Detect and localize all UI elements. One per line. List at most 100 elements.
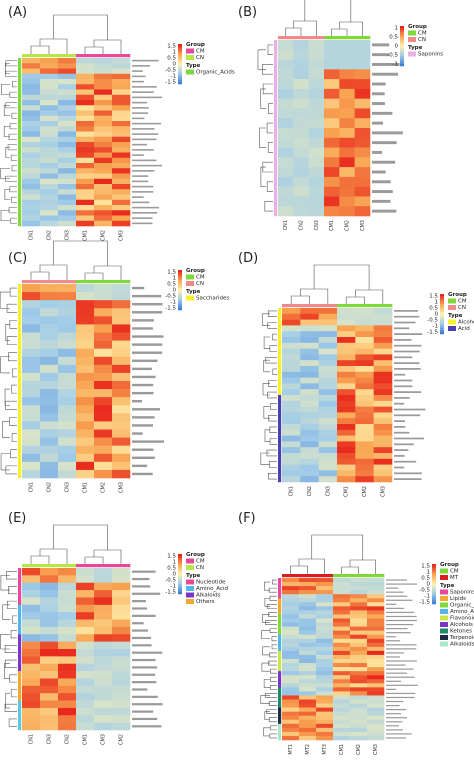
heatmap-cell (282, 654, 300, 660)
type-annotation-cell (278, 646, 282, 652)
colorbar-step (178, 592, 182, 595)
colorbar-tick-label: -0.5 (387, 53, 398, 59)
heatmap-cell (373, 464, 393, 471)
heatmap-cell (58, 707, 77, 716)
heatmap-cell (373, 383, 393, 390)
type-annotation-cell (18, 685, 22, 694)
heatmap-cell (94, 194, 113, 201)
heatmap-cell (316, 703, 334, 708)
heatmap-cell (324, 137, 340, 148)
colorbar-step (400, 36, 404, 39)
dendrogram-branch (9, 123, 17, 130)
type-annotation-cell (18, 381, 22, 390)
row-label (386, 733, 412, 735)
type-annotation-cell (18, 131, 22, 137)
heatmap-cell (40, 168, 59, 174)
heatmap-cell (350, 687, 368, 692)
heatmap-cell (94, 147, 113, 153)
type-annotation-cell (278, 441, 282, 448)
heatmap-cell (337, 406, 356, 413)
heatmap-cell (76, 58, 95, 64)
heatmap-cell (316, 715, 334, 721)
heatmap-cell (293, 98, 309, 109)
row-label (132, 91, 154, 93)
row-label (394, 402, 405, 405)
dendrogram-branch (264, 429, 270, 442)
heatmap-cell (112, 656, 131, 665)
row-label (132, 133, 159, 135)
heatmap-cell (337, 383, 356, 390)
row-label (132, 222, 153, 225)
heatmap-cell (367, 707, 385, 712)
heatmap-cell (278, 49, 294, 60)
heatmap-cell (316, 582, 334, 587)
heatmap-cell (293, 69, 309, 80)
heatmap-cell (299, 727, 317, 733)
heatmap-cell (282, 735, 300, 741)
row-label (132, 122, 162, 125)
heatmap-cell (22, 142, 41, 148)
heatmap-cell (40, 126, 59, 132)
heatmap-cell (76, 612, 95, 620)
colorbar-step (400, 42, 404, 45)
type-annotation-cell (278, 638, 282, 643)
heatmap-cell (278, 98, 294, 109)
group-annotation-cell (40, 564, 59, 568)
heatmap-cell (282, 715, 300, 721)
legend-entry-label: CM (196, 275, 205, 281)
row-label (394, 455, 405, 457)
heatmap-cell (94, 453, 113, 463)
heatmap-cell (337, 342, 356, 349)
heatmap-cell (355, 429, 374, 436)
heatmap-cell (58, 100, 77, 106)
row-label (394, 391, 422, 393)
group-annotation-cell (333, 574, 351, 578)
type-annotation-cell (18, 324, 22, 333)
heatmap-cell (367, 683, 385, 688)
heatmap-cell (58, 157, 77, 164)
heatmap-cell (337, 464, 356, 471)
heatmap-cell (112, 147, 131, 153)
heatmap-cell (76, 604, 95, 613)
dendrogram-branch (267, 142, 273, 153)
colorbar-step (178, 300, 182, 303)
heatmap-cell (339, 118, 355, 129)
group-annotation-cell (94, 564, 113, 568)
row-label (394, 344, 422, 347)
heatmap-cell (367, 626, 385, 631)
heatmap-cell (318, 418, 338, 425)
row-dendrogram (0, 571, 17, 727)
colorbar-step (178, 52, 182, 55)
heatmap-cell (318, 377, 338, 384)
row-label (132, 96, 163, 99)
dendrogram-branch (345, 296, 365, 305)
heatmap-cell (337, 319, 356, 326)
heatmap-cell (76, 163, 95, 169)
heatmap-cell (293, 108, 309, 119)
heatmap-cell (316, 638, 334, 644)
row-label (394, 420, 405, 422)
heatmap-cell (76, 715, 95, 723)
heatmap-cell (350, 703, 368, 708)
heatmap-cell (318, 400, 338, 407)
panel-a: (A)CN1 CN2 CN3 CM1 CM2 CM31.510.50-0.5-1-1.5G… (0, 5, 235, 241)
heatmap-cell (350, 614, 368, 619)
heatmap-cell (324, 40, 340, 51)
heatmap-cell (94, 445, 113, 455)
heatmap-cell (22, 332, 41, 341)
heatmap-cell (299, 630, 317, 635)
heatmap-cell (333, 614, 351, 619)
row-label (386, 684, 418, 686)
dendrogram-branch (8, 718, 17, 727)
heatmap-cell (94, 68, 113, 75)
dendrogram-branch (10, 217, 17, 224)
heatmap-cell (278, 88, 294, 99)
dendrogram-branch (262, 313, 270, 326)
row-label (132, 375, 156, 379)
colorbar-step (178, 70, 182, 73)
legend-swatch (186, 579, 194, 585)
heatmap-cell (299, 675, 317, 680)
heatmap-cell (76, 649, 95, 657)
heatmap-cell (282, 383, 301, 390)
colorbar-tick-label: -0.5 (165, 68, 176, 74)
